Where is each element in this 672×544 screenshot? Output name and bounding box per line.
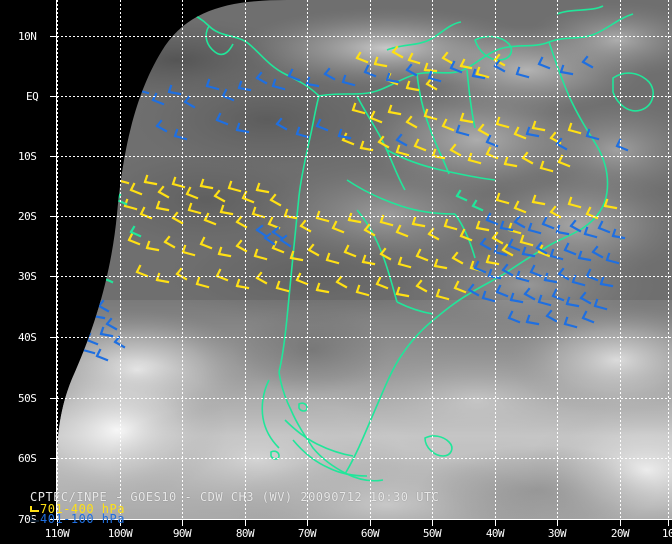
y-axis-label: EQ	[26, 90, 39, 103]
x-axis-tick	[120, 520, 121, 526]
x-axis-tick	[57, 520, 58, 526]
x-axis-tick	[370, 520, 371, 526]
x-axis-label: 30W	[547, 527, 567, 540]
y-axis-tick	[50, 216, 56, 217]
x-axis-label: 50W	[422, 527, 442, 540]
x-axis-tick	[307, 520, 308, 526]
axis-left-line	[56, 0, 57, 519]
x-axis-label: 40W	[485, 527, 505, 540]
x-axis-tick	[432, 520, 433, 526]
x-axis-label: 110W	[44, 527, 70, 540]
x-axis-label: 20W	[610, 527, 630, 540]
axis-bottom-line	[56, 519, 672, 520]
x-axis-label: 80W	[235, 527, 255, 540]
satellite-image-canvas	[57, 0, 672, 519]
x-axis-label: 10	[661, 527, 672, 540]
x-axis-tick	[668, 520, 669, 526]
goes10-water-vapor-image	[57, 0, 672, 519]
legend-item-high-level: 401-100 hPa	[30, 512, 125, 526]
product-title: CPTEC/INPE - GOES10 - CDW CH3 (WV) 20090…	[30, 490, 440, 504]
x-axis-tick	[557, 520, 558, 526]
y-axis-tick	[50, 337, 56, 338]
y-axis-tick	[50, 398, 56, 399]
x-axis-tick	[245, 520, 246, 526]
y-axis-label: 70S	[18, 513, 37, 526]
y-axis-label: 30S	[18, 270, 37, 283]
y-axis-tick	[50, 276, 56, 277]
y-axis-tick	[50, 519, 56, 520]
wind-barb-icon	[30, 506, 39, 513]
y-axis-label: 50S	[18, 392, 37, 405]
x-axis-label: 70W	[297, 527, 317, 540]
x-axis-label: 60W	[360, 527, 380, 540]
x-axis-label: 100W	[107, 527, 133, 540]
y-axis-label: 10N	[18, 30, 37, 43]
y-axis-label: 10S	[18, 150, 37, 163]
wind-barb-icon	[30, 516, 39, 523]
legend-item-mid-level: 701-400 hPa	[30, 502, 125, 516]
y-axis-label: 40S	[18, 331, 37, 344]
x-axis-tick	[495, 520, 496, 526]
y-axis-tick	[50, 458, 56, 459]
x-axis-tick	[620, 520, 621, 526]
y-axis-tick	[50, 96, 56, 97]
x-axis-label: 90W	[172, 527, 192, 540]
legend-label-mid-level: 701-400 hPa	[40, 502, 125, 516]
y-axis-tick	[50, 156, 56, 157]
imagery-layer	[57, 0, 672, 519]
legend-label-high-level: 401-100 hPa	[40, 512, 125, 526]
y-axis-tick	[50, 36, 56, 37]
x-axis-tick	[182, 520, 183, 526]
y-axis-label: 20S	[18, 210, 37, 223]
y-axis-label: 60S	[18, 452, 37, 465]
